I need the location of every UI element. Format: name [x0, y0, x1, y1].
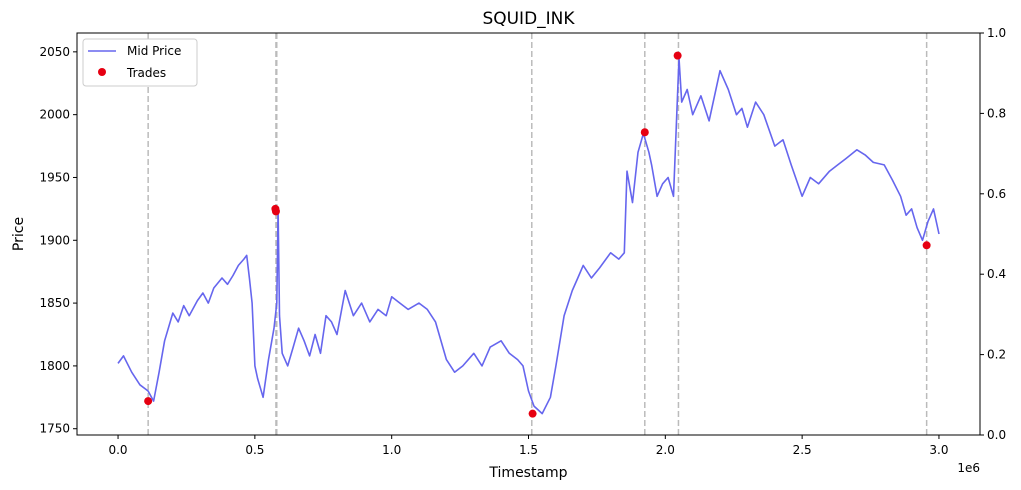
y-right-tick-label: 0.4	[987, 267, 1006, 281]
legend: Mid Price Trades	[82, 38, 198, 87]
trade-point	[144, 397, 153, 406]
legend-trades-label: Trades	[126, 66, 166, 80]
x-tick-label: 2.0	[656, 443, 675, 457]
y-right-tick-label: 0.2	[987, 348, 1006, 362]
legend-mid-price-label: Mid Price	[127, 44, 181, 58]
trade-point	[640, 128, 649, 137]
y-tick-label: 1900	[39, 233, 70, 247]
y-right-tick-label: 0.0	[987, 428, 1006, 442]
x-tick-label: 0.0	[108, 443, 127, 457]
x-tick-label: 3.0	[929, 443, 948, 457]
vertical-marker-lines	[147, 33, 928, 435]
x-tick-label: 0.5	[245, 443, 264, 457]
y-tick-label: 1800	[39, 359, 70, 373]
y-tick-label: 1850	[39, 296, 70, 310]
y-axis-ticks: 1750 1800 1850 1900 1950 2000 2050	[39, 45, 77, 436]
trade-point	[271, 207, 280, 216]
trade-point	[922, 241, 931, 250]
y-right-axis-ticks: 0.0 0.2 0.4 0.6 0.8 1.0	[980, 26, 1006, 442]
y-tick-label: 1750	[39, 422, 70, 436]
x-axis-title: Timestamp	[488, 465, 567, 481]
trade-point	[673, 51, 682, 60]
y-tick-label: 2000	[39, 108, 70, 122]
x-axis-ticks: 0.0 0.5 1.0 1.5 2.0 2.5 3.0	[108, 435, 949, 457]
mid-price-line	[117, 57, 940, 415]
y-tick-label: 2050	[39, 45, 70, 59]
trades-series	[144, 51, 931, 418]
x-tick-label: 1.0	[382, 443, 401, 457]
trade-point	[528, 409, 537, 418]
y-tick-label: 1950	[39, 170, 70, 184]
mid-price-series	[117, 57, 940, 415]
y-right-tick-label: 0.8	[987, 106, 1006, 120]
y-axis-title: Price	[11, 217, 27, 251]
legend-trades-swatch	[98, 68, 106, 76]
x-tick-label: 1.5	[519, 443, 538, 457]
y-right-tick-label: 1.0	[987, 26, 1006, 40]
y-right-tick-label: 0.6	[987, 187, 1006, 201]
x-tick-label: 2.5	[793, 443, 812, 457]
plot-frame	[76, 32, 981, 436]
chart-title: SQUID_INK	[482, 9, 575, 29]
x-axis-offset-label: 1e6	[957, 461, 980, 475]
